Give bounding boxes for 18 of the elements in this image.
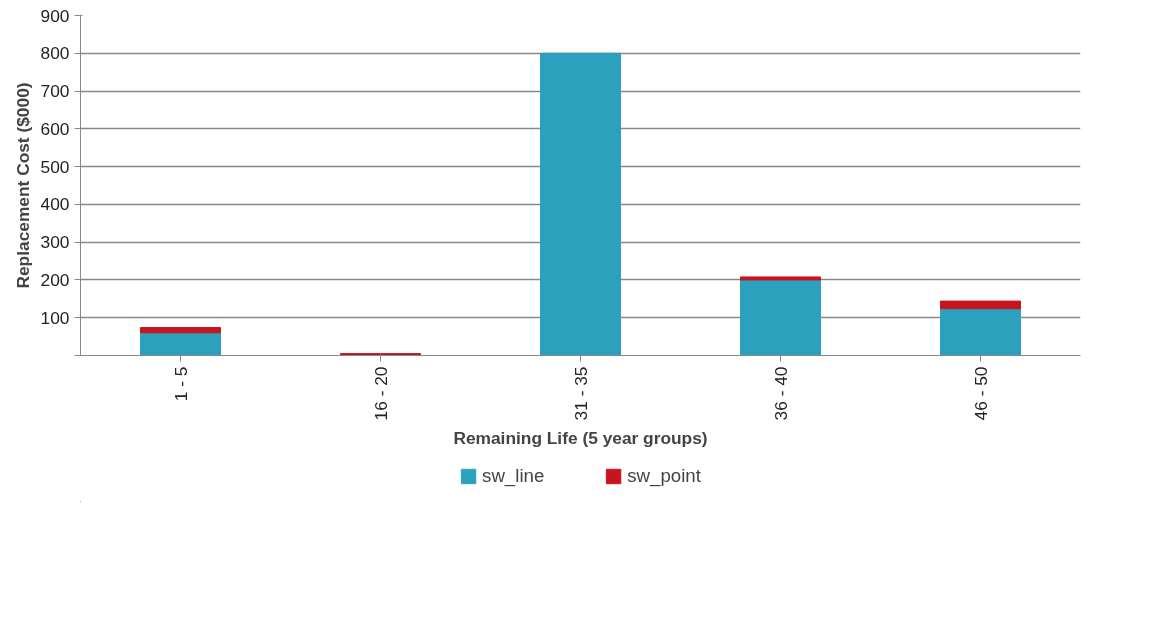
y-axis-title: Replacement Cost ($000) bbox=[12, 82, 33, 289]
y-tick-label: 100 bbox=[40, 307, 70, 328]
y-tick-label: 600 bbox=[40, 118, 70, 139]
x-tick-label: 1 - 5 bbox=[170, 366, 191, 402]
y-tick-label: 300 bbox=[40, 232, 70, 253]
x-axis-title: Remaining Life (5 year groups) bbox=[453, 428, 708, 449]
x-tick-label: 16 - 20 bbox=[370, 366, 391, 421]
legend-label: sw_line bbox=[482, 465, 545, 487]
x-tick-label: 36 - 40 bbox=[770, 366, 791, 421]
y-tick-label: 400 bbox=[40, 194, 70, 215]
y-tick-label: 200 bbox=[40, 269, 70, 290]
legend-label: sw_point bbox=[627, 465, 701, 487]
x-tick-label: 31 - 35 bbox=[570, 366, 591, 421]
y-tick-label: 500 bbox=[40, 156, 70, 177]
y-tick-label: 900 bbox=[40, 5, 70, 26]
x-tick-label: 46 - 50 bbox=[970, 366, 991, 421]
y-tick-label: 700 bbox=[40, 81, 70, 102]
y-tick-label: 800 bbox=[40, 43, 70, 64]
